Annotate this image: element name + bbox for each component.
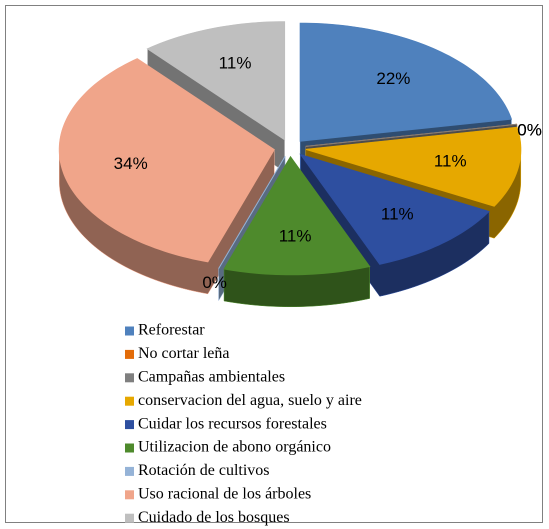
data-labels: 22%0%0%11%11%11%0%34%11% (114, 54, 542, 292)
data-label: 0% (517, 120, 542, 139)
data-label: 11% (434, 151, 467, 170)
legend-swatch (125, 326, 134, 336)
legend-swatch (125, 513, 134, 523)
legend-swatch (125, 396, 134, 406)
data-label: 34% (114, 154, 148, 173)
legend-label: Cuidar los recursos forestales (138, 415, 327, 432)
slice (299, 153, 490, 265)
legend-label: Campañas ambientales (138, 368, 285, 385)
legend-swatch (125, 443, 134, 453)
legend-label: Reforestar (138, 322, 205, 339)
data-label: 0% (202, 273, 227, 292)
slice (305, 126, 522, 207)
slice (146, 21, 286, 141)
legend-label: Cuidado de los bosques (138, 509, 290, 526)
data-label: 0% (517, 120, 542, 139)
data-label: 22% (376, 69, 410, 88)
slice-tops (58, 21, 522, 276)
data-label: 11% (219, 54, 252, 73)
legend-swatch (125, 466, 134, 476)
legend-swatch (125, 373, 134, 383)
legend-swatch (125, 420, 134, 430)
slice (58, 58, 275, 263)
legend-swatch (125, 349, 134, 359)
slice (305, 123, 517, 147)
data-label: 11% (279, 226, 312, 245)
legend-swatch (125, 490, 134, 500)
slice (223, 155, 371, 276)
data-label: 11% (381, 204, 414, 223)
slice (218, 156, 286, 269)
legend-label: conservacion del agua, suelo y aire (138, 392, 362, 409)
legend-label: Utilizacion de abono orgánico (138, 439, 331, 456)
legend-label: Rotación de cultivos (138, 462, 270, 479)
legend-label: No cortar leña (138, 345, 230, 362)
legend: Reforestar No cortar leña Campañas ambient… (125, 322, 362, 526)
slice (299, 22, 513, 142)
legend-label: Uso racional de los árboles (138, 485, 311, 502)
